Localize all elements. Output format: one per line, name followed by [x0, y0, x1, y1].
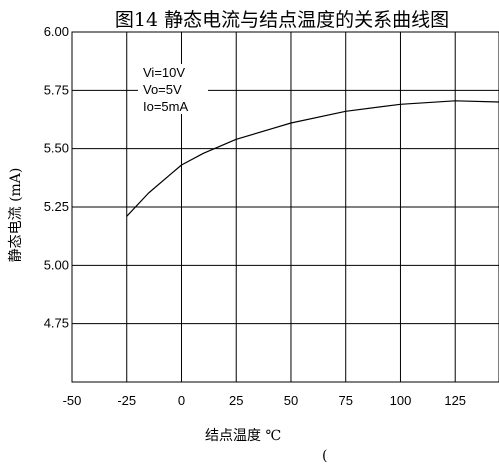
y-tick-label: 4.75 — [44, 316, 69, 331]
x-tick-label: -50 — [63, 393, 82, 408]
annotation-box: Vi=10V Vo=5V Io=5mA — [138, 64, 208, 114]
x-tick-label: 75 — [338, 393, 352, 408]
y-tick-label: 5.50 — [44, 141, 69, 156]
y-tick-labels: 6.00 5.75 5.50 5.25 5.00 4.75 — [44, 24, 69, 331]
y-tick-label: 5.75 — [44, 82, 69, 97]
series-group — [126, 100, 499, 217]
annotation-io: Io=5mA — [143, 99, 188, 114]
x-tick-label: 100 — [390, 393, 412, 408]
x-tick-label: 25 — [229, 393, 243, 408]
stray-paren: ( — [322, 448, 327, 464]
y-tick-label: 5.25 — [44, 199, 69, 214]
annotation-vi: Vi=10V — [143, 65, 185, 80]
y-axis-label: 静态电流 (mA) — [8, 168, 24, 263]
chart-title: 图14 静态电流与结点温度的关系曲线图 — [115, 9, 449, 31]
x-axis-label: 结点温度 ℃ — [205, 428, 281, 444]
x-tick-labels: -50 -25 0 25 50 75 100 125 — [63, 393, 466, 408]
annotation-backdrop — [138, 64, 208, 114]
annotation-vo: Vo=5V — [143, 82, 182, 97]
y-tick-label: 5.00 — [44, 257, 69, 272]
x-tick-label: 0 — [178, 393, 185, 408]
x-tick-label: -25 — [117, 393, 136, 408]
series-line-0 — [126, 100, 499, 217]
y-tick-label: 6.00 — [44, 24, 69, 39]
x-tick-label: 125 — [444, 393, 466, 408]
x-tick-label: 50 — [284, 393, 298, 408]
